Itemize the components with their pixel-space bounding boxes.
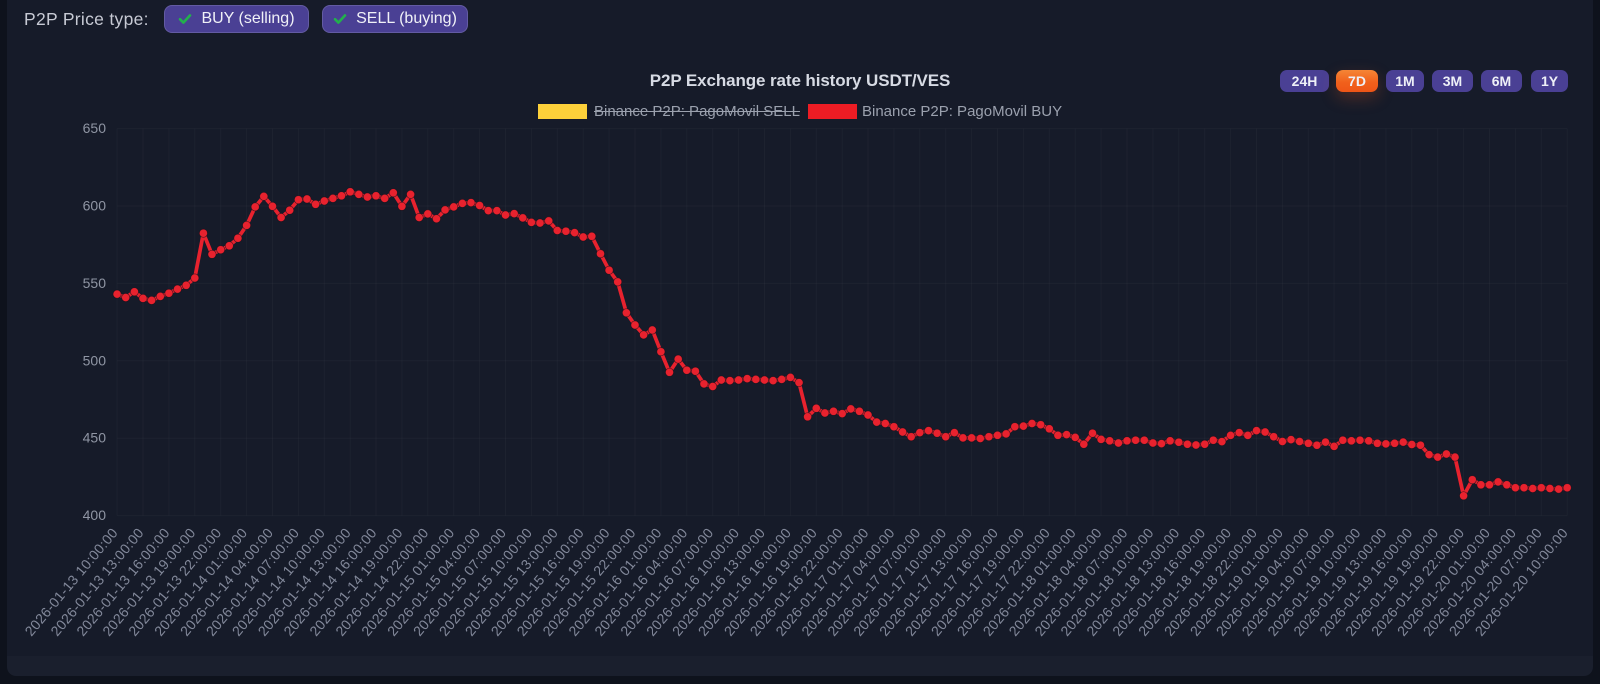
- svg-text:500: 500: [83, 352, 107, 368]
- svg-text:450: 450: [83, 430, 107, 446]
- svg-text:600: 600: [83, 198, 107, 214]
- svg-text:400: 400: [83, 507, 107, 523]
- svg-text:550: 550: [83, 275, 107, 291]
- svg-text:650: 650: [83, 120, 107, 136]
